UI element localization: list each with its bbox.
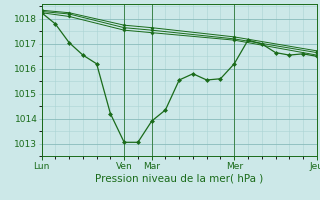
- X-axis label: Pression niveau de la mer( hPa ): Pression niveau de la mer( hPa ): [95, 173, 263, 183]
